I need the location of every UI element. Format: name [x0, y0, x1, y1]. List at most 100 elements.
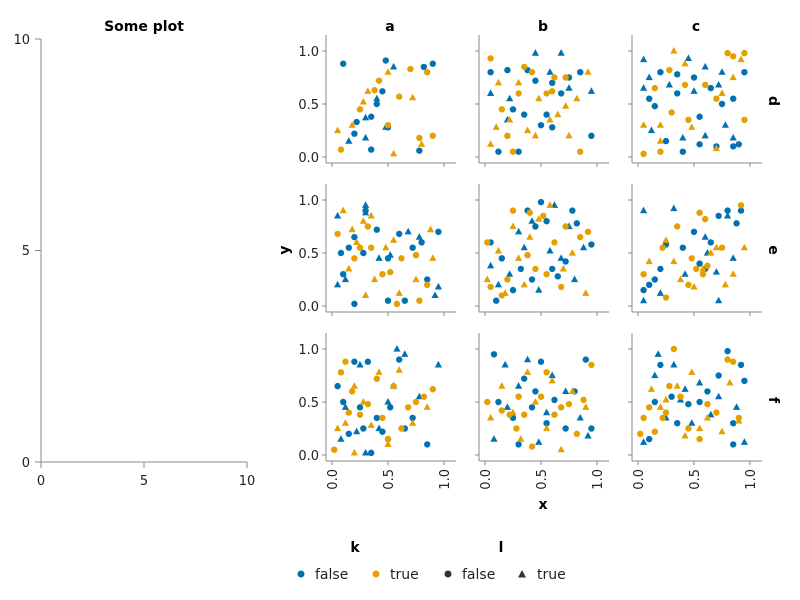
data-point: [334, 126, 342, 134]
data-point: [341, 419, 350, 426]
data-point: [681, 431, 689, 439]
data-point: [662, 294, 670, 301]
data-point: [562, 102, 570, 109]
data-point: [528, 217, 536, 224]
data-point: [515, 227, 523, 235]
data-point: [562, 74, 569, 81]
data-point: [345, 264, 353, 272]
data-point: [569, 207, 576, 214]
data-point: [429, 386, 436, 393]
data-point: [515, 90, 522, 97]
data-point: [416, 297, 423, 304]
data-point: [712, 144, 720, 152]
data-point: [345, 430, 352, 437]
left-xtick-label: 0: [37, 474, 45, 489]
data-point: [640, 296, 648, 304]
data-point: [696, 209, 703, 216]
data-point: [416, 134, 423, 142]
data-point: [384, 440, 392, 447]
data-point: [543, 271, 550, 278]
data-point: [351, 130, 358, 137]
facet-panel-c-d: [628, 35, 762, 167]
data-point: [498, 407, 505, 414]
facet-col-label-c: c: [692, 19, 700, 35]
data-point: [420, 63, 428, 71]
panel-ytick-label: 1.0: [298, 194, 319, 209]
data-point: [532, 223, 539, 230]
data-point: [666, 382, 673, 390]
data-point: [532, 77, 539, 84]
data-point: [690, 282, 698, 290]
data-point: [685, 116, 692, 124]
legend-label-k-false: false: [315, 567, 348, 583]
data-point: [588, 132, 595, 139]
data-point: [657, 265, 664, 273]
data-point: [656, 121, 664, 128]
data-point: [418, 140, 426, 147]
data-point: [730, 441, 737, 448]
data-point: [513, 425, 520, 432]
data-point: [584, 68, 592, 75]
data-point: [348, 225, 356, 233]
data-point: [390, 382, 397, 390]
data-point: [535, 438, 543, 445]
data-point: [362, 133, 370, 141]
data-point: [546, 201, 554, 208]
data-point: [551, 396, 558, 404]
data-point: [535, 286, 543, 293]
data-point: [334, 230, 341, 238]
data-point: [373, 94, 381, 102]
data-point: [531, 131, 539, 139]
data-point: [735, 141, 742, 148]
data-point: [356, 360, 364, 368]
data-point: [707, 84, 714, 92]
panel-ytick-label: 0.0: [298, 151, 319, 166]
data-point: [674, 71, 681, 78]
data-point: [487, 89, 495, 96]
data-point: [424, 69, 431, 76]
data-point: [520, 280, 528, 288]
data-point: [424, 441, 431, 448]
data-point: [696, 435, 703, 443]
data-point: [526, 233, 534, 240]
data-point: [487, 55, 494, 62]
data-point: [412, 251, 420, 259]
left-ytick-label: 0: [22, 456, 30, 471]
data-point: [503, 403, 511, 410]
data-point: [557, 49, 565, 56]
data-point: [493, 297, 500, 304]
data-point: [573, 430, 581, 437]
data-point: [401, 297, 408, 304]
data-point: [712, 243, 720, 251]
data-point: [509, 222, 517, 230]
data-point: [647, 385, 656, 392]
data-point: [351, 300, 358, 308]
data-point: [713, 409, 720, 416]
data-point: [573, 220, 581, 227]
data-point: [546, 246, 554, 254]
data-point: [345, 137, 353, 144]
data-point: [368, 244, 375, 251]
data-point: [688, 419, 696, 426]
data-point: [587, 87, 595, 94]
data-point: [345, 244, 352, 251]
data-point: [520, 243, 528, 251]
data-point: [543, 424, 551, 432]
data-point: [713, 95, 720, 102]
data-point: [337, 369, 345, 376]
data-point: [494, 280, 503, 288]
data-point: [562, 223, 569, 230]
data-point: [543, 369, 550, 376]
legend: k l false true false true: [297, 540, 566, 583]
data-point: [684, 54, 692, 62]
data-point: [666, 66, 673, 74]
data-point: [498, 255, 505, 262]
facet-panel-b-d: [475, 35, 609, 167]
data-point: [565, 400, 573, 408]
data-point: [559, 264, 567, 272]
data-point: [509, 148, 517, 155]
panel-ytick-label: 0.0: [298, 300, 319, 315]
data-point: [435, 228, 442, 235]
data-point: [494, 246, 503, 254]
data-point: [384, 122, 392, 129]
